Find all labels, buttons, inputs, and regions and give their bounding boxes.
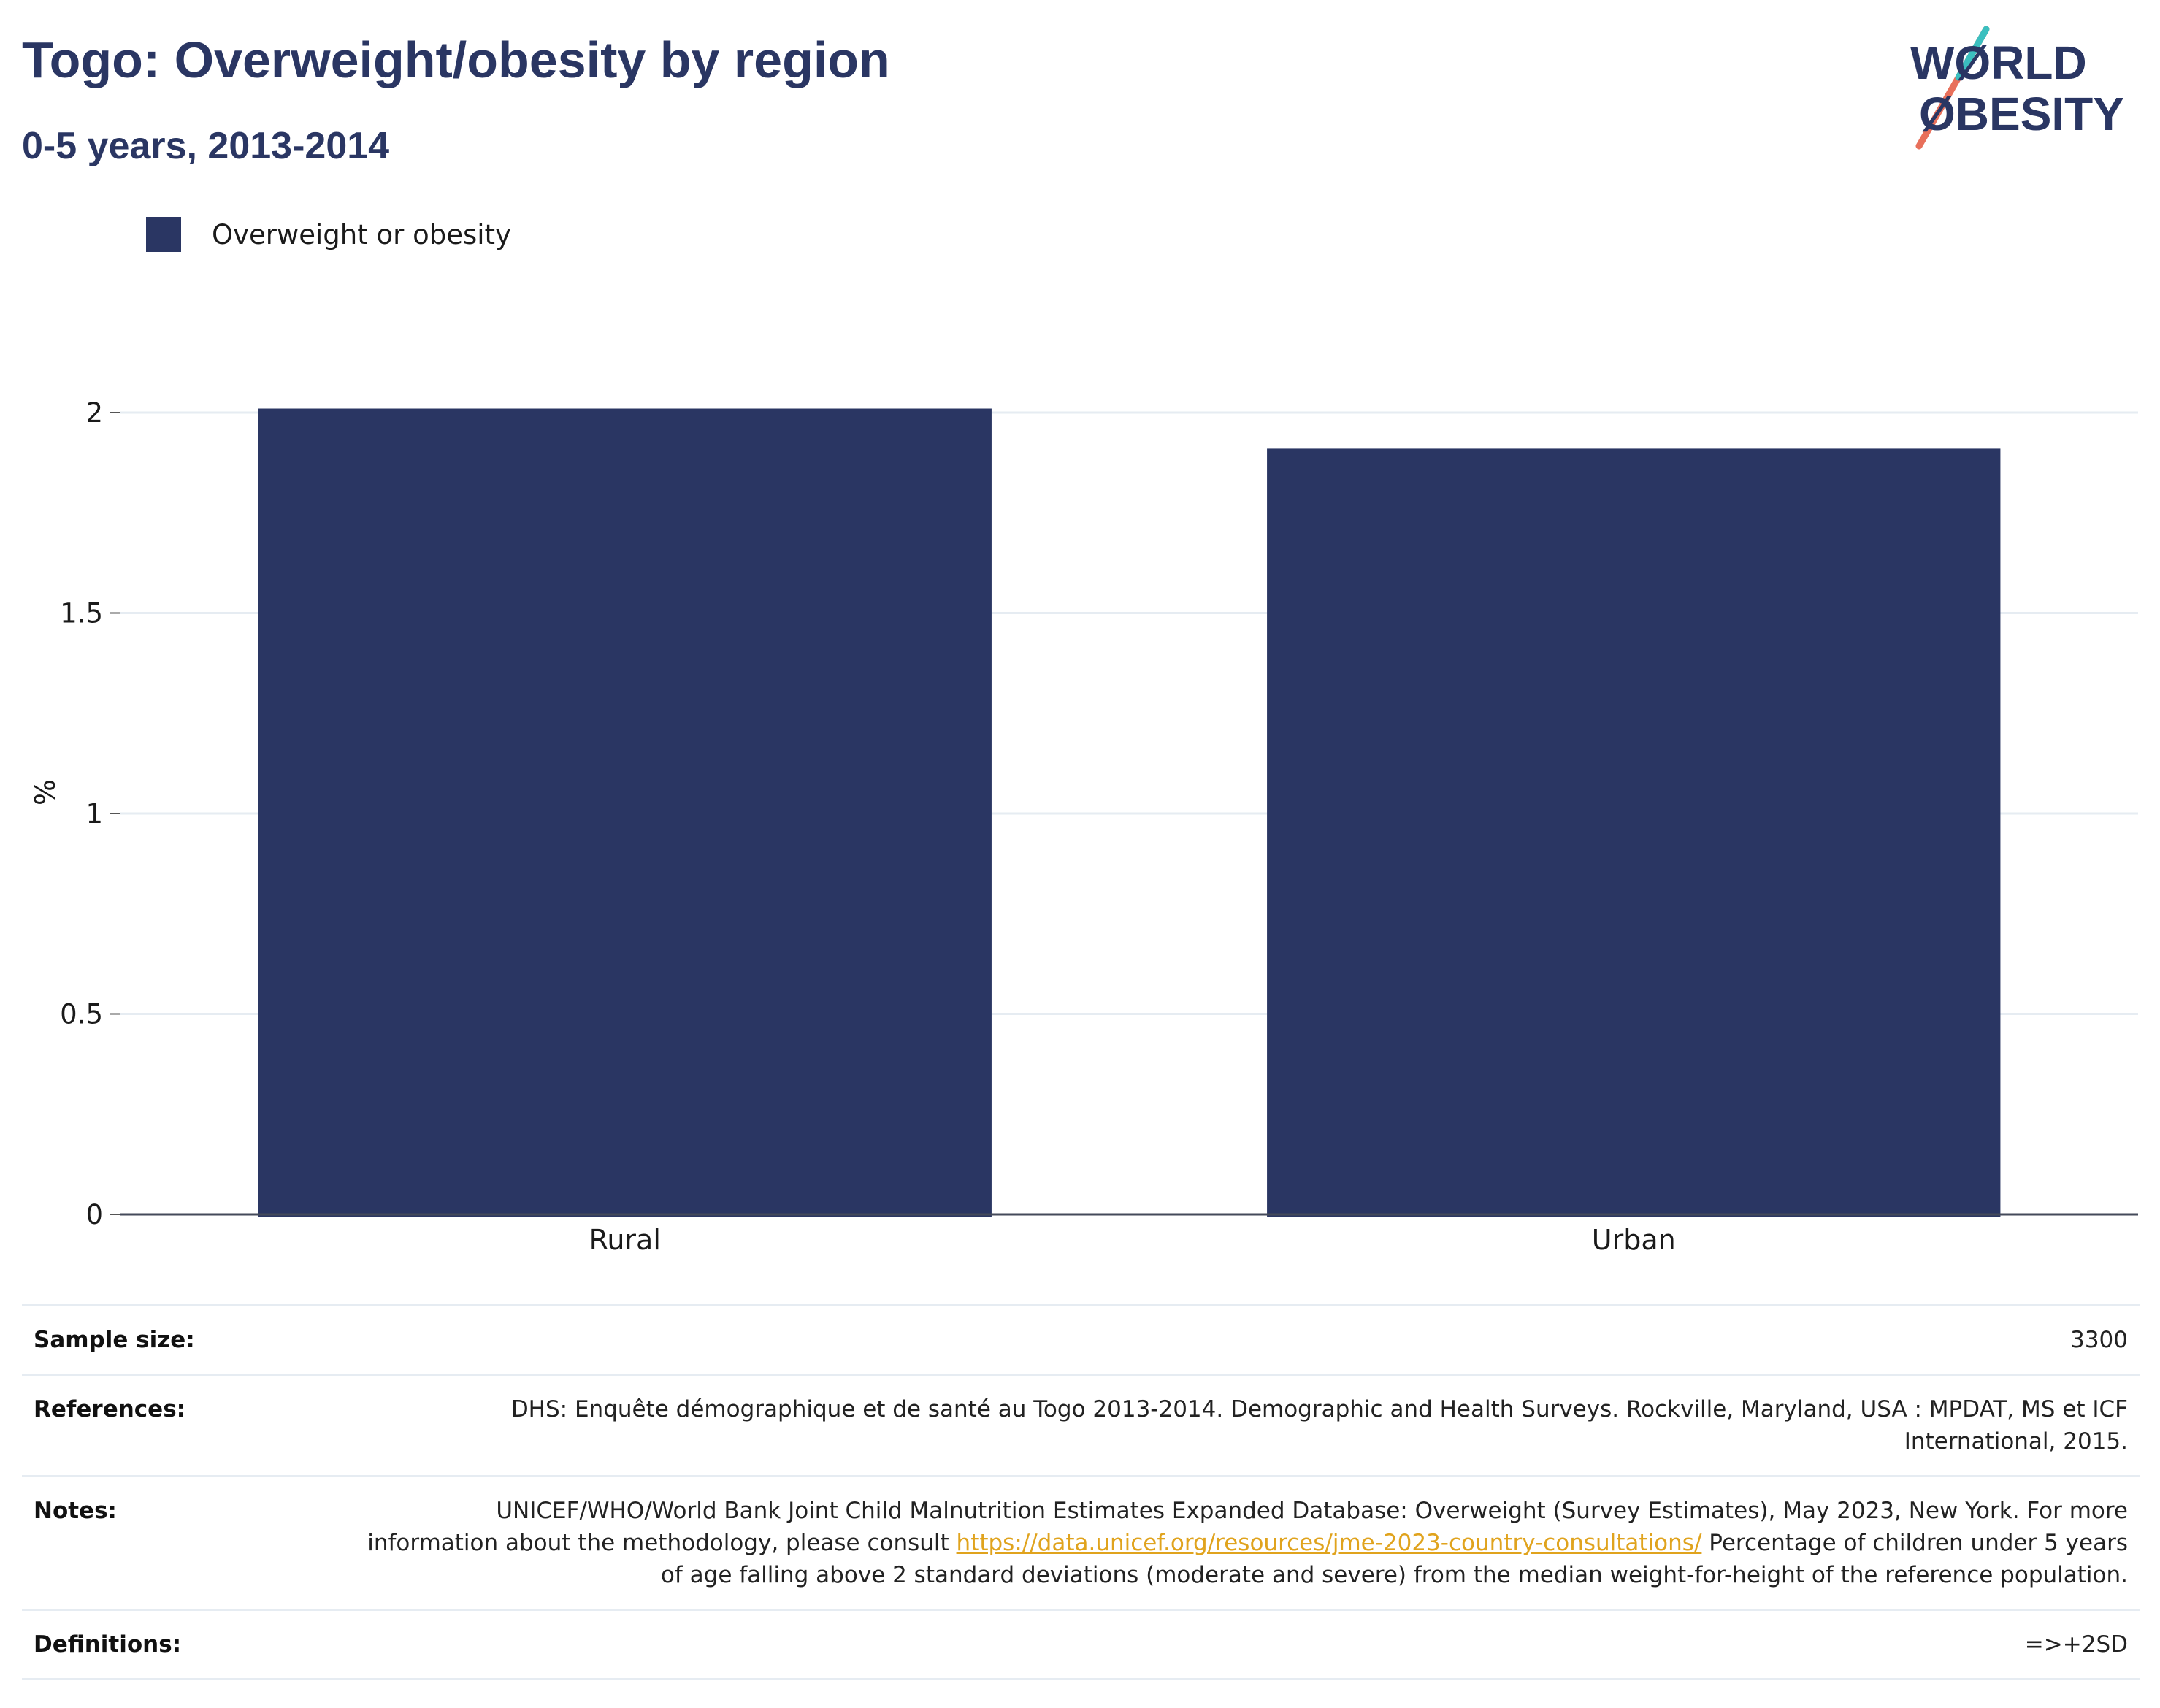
y-tick-label: 1: [85, 798, 103, 830]
y-tick-label: 2: [85, 397, 103, 429]
logo-line-1: WØRLD: [1910, 37, 2087, 89]
definitions-row: Definitions: =>+2SD: [22, 1609, 2140, 1681]
notes-value: UNICEF/WHO/World Bank Joint Child Malnut…: [352, 1475, 2140, 1612]
notes-text-before: UNICEF/WHO/World Bank Joint Child Malnut…: [367, 1498, 2128, 1557]
bar-chart: 0 0.5 1 1.5 2 Rural Urban %: [29, 397, 2138, 1256]
sample-size-value: 3300: [352, 1303, 2140, 1376]
notes-label: Notes:: [22, 1475, 352, 1612]
world-obesity-logo[interactable]: WØRLD ØBESITY: [1906, 20, 2147, 159]
logo-slash-top: [1955, 26, 1990, 81]
y-tick-label: 0.5: [60, 999, 103, 1030]
logo-line-2: ØBESITY: [1919, 88, 2124, 140]
bar-urban: [1267, 448, 2001, 1218]
x-tick-label: Urban: [1592, 1224, 1676, 1256]
y-tick-label: 1.5: [60, 598, 103, 629]
legend[interactable]: Overweight or obesity: [146, 217, 511, 252]
info-table: Sample size: 3300 References: DHS: Enquê…: [22, 1303, 2140, 1681]
notes-link[interactable]: https://data.unicef.org/resources/jme-20…: [956, 1530, 1702, 1557]
references-row: References: DHS: Enquête démographique e…: [22, 1374, 2140, 1478]
sample-size-label: Sample size:: [22, 1303, 352, 1376]
references-label: References:: [22, 1374, 352, 1478]
notes-text-after: Percentage of children under 5 years of …: [660, 1530, 2128, 1589]
bars: [258, 408, 2001, 1218]
y-axis-label: %: [29, 779, 61, 805]
bar-rural: [258, 408, 992, 1217]
legend-label: Overweight or obesity: [212, 218, 511, 250]
legend-swatch: [146, 217, 181, 252]
axes: 0 0.5 1 1.5 2 Rural Urban: [60, 397, 2138, 1256]
sample-size-row: Sample size: 3300: [22, 1303, 2140, 1376]
definitions-label: Definitions:: [22, 1609, 352, 1681]
chart-subtitle: 0-5 years, 2013-2014: [22, 125, 390, 167]
notes-row: Notes: UNICEF/WHO/World Bank Joint Child…: [22, 1475, 2140, 1612]
definitions-value: =>+2SD: [352, 1609, 2140, 1681]
x-tick-label: Rural: [589, 1224, 661, 1256]
references-value: DHS: Enquête démographique et de santé a…: [352, 1374, 2140, 1478]
y-tick-label: 0: [85, 1199, 103, 1230]
chart-title: Togo: Overweight/obesity by region: [22, 31, 890, 88]
